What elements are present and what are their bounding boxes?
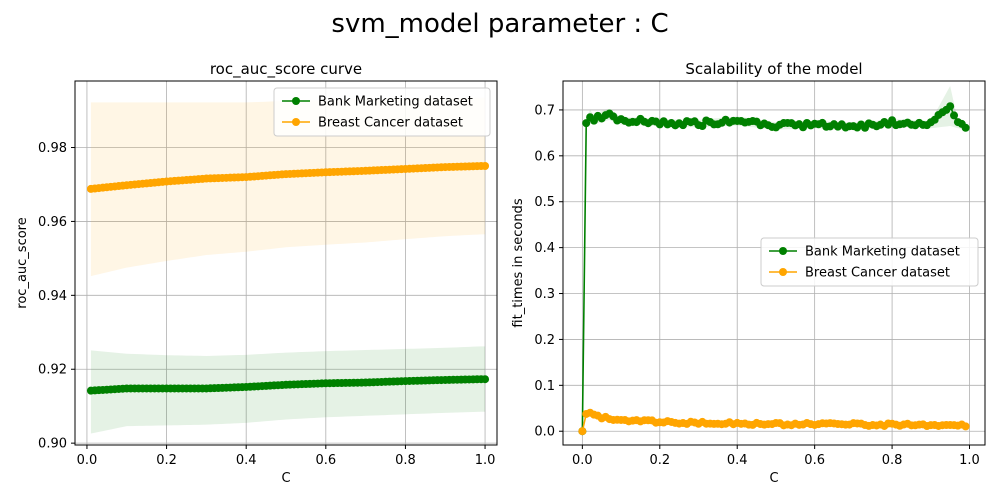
y-tick-label: 0.5 xyxy=(534,195,555,210)
x-tick-label: 0.2 xyxy=(649,453,670,468)
x-tick-label: 0.0 xyxy=(77,453,98,468)
legend-marker xyxy=(779,268,787,276)
x-axis-label: C xyxy=(281,471,290,486)
legend-label: Bank Marketing dataset xyxy=(805,245,960,260)
y-tick-label: 0.96 xyxy=(38,215,67,230)
legend-box xyxy=(760,237,979,287)
data-point xyxy=(481,161,490,170)
y-tick-label: 0.2 xyxy=(534,333,555,348)
y-tick-label: 0.92 xyxy=(38,363,67,378)
y-tick-label: 0.1 xyxy=(534,379,555,394)
legend-marker xyxy=(779,247,787,255)
legend-label: Breast Cancer dataset xyxy=(318,116,463,131)
y-tick-label: 0.0 xyxy=(534,425,555,440)
x-axis-label: C xyxy=(769,471,778,486)
data-point xyxy=(961,123,970,132)
chart-title: roc_auc_score curve xyxy=(210,60,362,79)
x-tick-label: 0.4 xyxy=(236,453,257,468)
y-axis-label: fit_times in seconds xyxy=(511,198,526,327)
x-tick-label: 0.8 xyxy=(395,453,416,468)
y-tick-label: 0.6 xyxy=(534,149,555,164)
y-tick-label: 0.7 xyxy=(534,103,555,118)
legend-label: Breast Cancer dataset xyxy=(805,266,950,281)
y-axis-label: roc_auc_score xyxy=(15,217,30,308)
data-point xyxy=(946,102,955,111)
y-tick-label: 0.94 xyxy=(38,289,67,304)
scalability-chart: 0.0 0.2 0.4 0.6 0.8 1.0 0.0 0.1 0.2 0.3 0.4 0.5 0.6 0… xyxy=(511,60,986,486)
legend-box xyxy=(273,87,491,137)
y-tick-label: 0.4 xyxy=(534,241,555,256)
data-point xyxy=(578,427,587,436)
x-tick-label: 0.0 xyxy=(572,453,593,468)
x-tick-label: 1.0 xyxy=(959,453,980,468)
y-tick-label: 0.90 xyxy=(38,437,67,452)
legend-marker xyxy=(292,97,300,105)
roc-auc-chart: 0.0 0.2 0.4 0.6 0.8 1.0 0.90 0.92 0.94 0.96 0.98 ro… xyxy=(15,60,498,486)
x-tick-label: 0.8 xyxy=(882,453,903,468)
axes-frame xyxy=(562,80,986,446)
data-point xyxy=(950,111,959,120)
data-point xyxy=(961,422,970,431)
figure-suptitle: svm_model parameter : C xyxy=(331,9,668,39)
x-tick-label: 1.0 xyxy=(475,453,496,468)
legend-label: Bank Marketing dataset xyxy=(318,95,473,110)
x-tick-label: 0.2 xyxy=(156,453,177,468)
x-tick-label: 0.4 xyxy=(727,453,748,468)
y-tick-label: 0.98 xyxy=(38,141,67,156)
legend-marker xyxy=(292,118,300,126)
confidence-band xyxy=(90,346,486,434)
data-point xyxy=(582,119,591,128)
x-tick-label: 0.6 xyxy=(804,453,825,468)
data-point xyxy=(481,375,490,384)
chart-title: Scalability of the model xyxy=(685,60,862,78)
axes-frame xyxy=(74,80,498,446)
x-tick-label: 0.6 xyxy=(315,453,336,468)
y-tick-label: 0.3 xyxy=(534,287,555,302)
confidence-band xyxy=(90,97,486,277)
